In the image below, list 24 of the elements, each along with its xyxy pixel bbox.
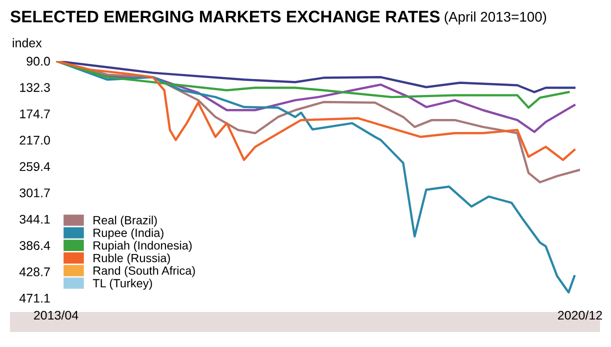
legend-label: Real (Brazil) [94, 216, 157, 227]
y-tick-label: 132.3 [20, 83, 50, 92]
y-tick-label: 428.7 [19, 267, 50, 276]
legend-label: Rupee (India) [94, 228, 164, 240]
line-series [56, 61, 570, 109]
legend-label: Ruble (Russia) [94, 254, 170, 265]
y-tick-label: 301.7 [20, 188, 50, 198]
y-axis-title: index [12, 38, 42, 48]
y-tick-label: 174.7 [20, 110, 50, 118]
line-series [56, 61, 576, 161]
y-tick-label: 259.4 [20, 162, 50, 171]
y-tick-label: 344.1 [20, 214, 50, 224]
chart-title: SELECTED EMERGING MARKETS EXCHANGE RATES [10, 10, 440, 22]
legend-label: TL (Turkey) [92, 278, 152, 290]
y-tick-label: 386.4 [20, 241, 50, 250]
y-tick-label: 90.0 [26, 56, 50, 66]
x-tick-label: 2020/12 [558, 310, 602, 320]
legend-label: Rand (South Africa) [94, 266, 195, 278]
x-tick-label: 2013/04 [34, 310, 78, 320]
y-tick-label: 217.0 [20, 136, 50, 145]
legend-label: Rupiah (Indonesia) [94, 240, 192, 252]
line-series [56, 61, 576, 294]
chart-subtitle: (April 2013=100) [444, 12, 546, 24]
y-tick-label: 471.1 [19, 294, 50, 303]
